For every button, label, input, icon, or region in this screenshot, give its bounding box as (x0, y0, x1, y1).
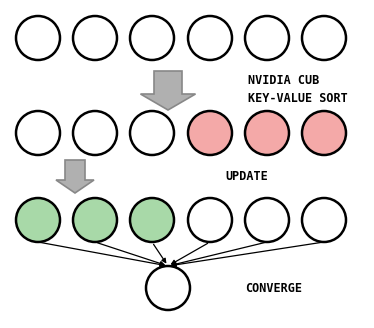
Circle shape (245, 198, 289, 242)
Circle shape (188, 111, 232, 155)
Circle shape (16, 198, 60, 242)
Text: UPDATE: UPDATE (225, 170, 268, 182)
Circle shape (73, 16, 117, 60)
FancyArrow shape (141, 71, 196, 110)
Circle shape (73, 111, 117, 155)
Circle shape (73, 198, 117, 242)
Circle shape (16, 111, 60, 155)
Circle shape (146, 266, 190, 310)
Circle shape (245, 111, 289, 155)
Circle shape (16, 16, 60, 60)
Text: NVIDIA CUB
KEY-VALUE SORT: NVIDIA CUB KEY-VALUE SORT (248, 74, 348, 106)
Circle shape (188, 16, 232, 60)
FancyArrow shape (56, 160, 94, 193)
Circle shape (302, 198, 346, 242)
Text: CONVERGE: CONVERGE (245, 281, 302, 295)
Circle shape (130, 198, 174, 242)
Circle shape (188, 198, 232, 242)
Circle shape (130, 111, 174, 155)
Circle shape (245, 16, 289, 60)
Circle shape (302, 111, 346, 155)
Circle shape (130, 16, 174, 60)
Circle shape (302, 16, 346, 60)
